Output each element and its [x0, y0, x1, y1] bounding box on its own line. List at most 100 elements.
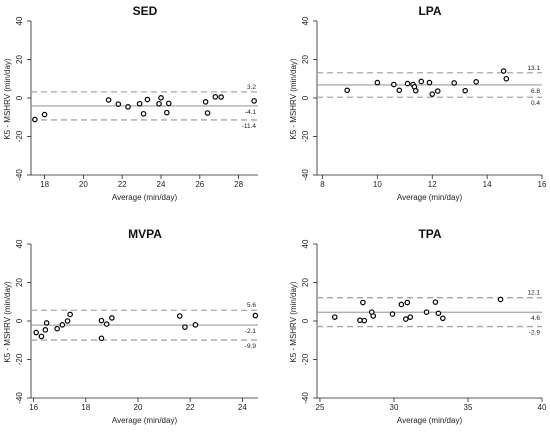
sed-data-point: [125, 104, 131, 110]
sed-x-axis-label: Average (min/day): [112, 193, 178, 202]
lpa-data-point: [451, 80, 457, 86]
sed-data-point: [115, 101, 122, 107]
sed-data-point: [105, 97, 112, 103]
mvpa-mean-label: -2.1: [245, 328, 257, 335]
lpa-title: LPA: [418, 4, 441, 18]
mvpa-data-point: [54, 325, 60, 332]
lpa-data-point: [434, 88, 441, 94]
lpa-data-point: [404, 80, 411, 87]
sed-data-point: [158, 95, 164, 101]
sed-y-axis-label: K5 - MSHRV (min/day): [3, 58, 12, 140]
tpa-data-point: [404, 299, 411, 306]
sed-data-point: [32, 116, 38, 123]
mvpa-y-axis-label: K5 - MSHRV (min/day): [3, 281, 12, 363]
mvpa-upper-loa-label: 5.6: [247, 302, 256, 309]
mvpa-panel: MVPA -40 -20 0 20 40 16 18 20 22 24 5.6 -2.1 -9.9 Aver…: [3, 227, 259, 425]
tpa-data-point: [403, 316, 409, 322]
mvpa-data-point: [176, 313, 183, 319]
mvpa-data-point: [33, 329, 40, 336]
lpa-y-tick-label: 40: [301, 16, 310, 25]
lpa-data-point: [412, 87, 419, 94]
sed-data-point: [140, 110, 147, 117]
lpa-y-tick-label: -40: [301, 169, 310, 181]
tpa-data-point: [497, 296, 504, 303]
mvpa-data-point: [109, 315, 115, 321]
sed-data-point: [204, 110, 211, 116]
lpa-y-tick-label: -20: [301, 130, 310, 142]
sed-upper-loa-label: 3.2: [247, 84, 256, 91]
tpa-x-tick-label: 30: [390, 403, 399, 412]
mvpa-data-point: [98, 335, 105, 342]
mvpa-data-point: [67, 311, 73, 318]
lpa-data-point: [374, 79, 381, 86]
sed-data-point: [212, 94, 219, 100]
sed-data-point: [218, 94, 224, 100]
lpa-data-point: [391, 81, 397, 88]
lpa-data-point: [344, 87, 350, 94]
mvpa-x-tick-label: 16: [29, 403, 38, 412]
tpa-y-axis-label: K5 - MSHRV (min/day): [289, 281, 298, 363]
lpa-x-tick-label: 14: [483, 180, 492, 189]
lpa-lower-loa-label: 0.4: [531, 100, 540, 107]
mvpa-x-axis-label: Average (min/day): [112, 416, 178, 425]
sed-data-point: [165, 100, 172, 107]
sed-x-tick-label: 18: [40, 180, 49, 189]
lpa-y-axis-label: K5 - MSHRV (min/day): [289, 58, 298, 140]
lpa-x-tick-label: 16: [538, 180, 547, 189]
lpa-y-tick-label: 20: [301, 55, 310, 64]
lpa-data-point: [500, 68, 507, 74]
lpa-x-tick-label: 12: [428, 180, 437, 189]
sed-y-tick-label: 0: [15, 95, 24, 100]
tpa-upper-loa-label: 12.1: [527, 290, 540, 297]
tpa-lower-loa-label: -2.9: [529, 330, 541, 337]
tpa-y-tick-label: -20: [301, 353, 310, 365]
tpa-data-point: [357, 317, 363, 324]
sed-lower-loa-label: -11.4: [242, 123, 257, 130]
tpa-x-tick-label: 25: [316, 403, 325, 412]
tpa-data-point: [423, 309, 430, 315]
tpa-mean-label: 4.6: [531, 315, 540, 322]
mvpa-title: MVPA: [128, 227, 162, 241]
tpa-y-tick-label: 20: [301, 278, 310, 287]
tpa-data-point: [389, 311, 396, 317]
tpa-data-point: [331, 314, 338, 320]
mvpa-data-point: [98, 317, 105, 324]
sed-x-tick-label: 26: [195, 180, 204, 189]
tpa-data-point: [361, 317, 368, 324]
sed-data-point: [156, 100, 162, 107]
mvpa-y-tick-label: 20: [15, 278, 24, 287]
mvpa-x-tick-label: 24: [238, 403, 247, 412]
lpa-data-point: [396, 87, 403, 94]
lpa-data-point: [473, 79, 479, 85]
mvpa-y-tick-label: -20: [15, 353, 24, 365]
sed-x-tick-label: 22: [118, 180, 127, 189]
sed-data-point: [41, 111, 48, 118]
tpa-title: TPA: [418, 227, 441, 241]
mvpa-y-tick-label: 40: [15, 239, 24, 248]
tpa-x-axis-label: Average (min/day): [397, 416, 463, 425]
mvpa-data-point: [43, 320, 50, 326]
sed-data-point: [251, 98, 257, 104]
mvpa-data-point: [59, 322, 66, 328]
mvpa-data-point: [64, 318, 71, 324]
tpa-data-point: [398, 301, 405, 308]
tpa-data-point: [407, 314, 414, 320]
mvpa-data-point: [182, 324, 188, 330]
lpa-x-axis-label: Average (min/day): [397, 193, 463, 202]
lpa-data-point: [503, 75, 510, 82]
lpa-mean-label: 6.8: [531, 88, 540, 95]
sed-y-tick-label: -20: [15, 130, 24, 142]
tpa-y-tick-label: 0: [301, 318, 310, 323]
lpa-panel: LPA -40 -20 0 20 40 8 10 12 14 16 13.1 6.8 0.4 Average…: [289, 4, 547, 202]
sed-data-point: [136, 100, 143, 107]
tpa-panel: TPA -40 -20 0 20 40 25 30 35 40 12.1 4.6 -2.9 Average…: [289, 227, 547, 425]
tpa-x-tick-label: 35: [464, 403, 473, 412]
mvpa-x-tick-label: 22: [186, 403, 195, 412]
mvpa-y-tick-label: 0: [15, 318, 24, 323]
mvpa-x-tick-label: 18: [81, 403, 90, 412]
mvpa-data-point: [103, 321, 110, 327]
tpa-data-point: [432, 299, 439, 305]
tpa-data-point: [440, 315, 446, 322]
tpa-data-point: [435, 310, 442, 317]
